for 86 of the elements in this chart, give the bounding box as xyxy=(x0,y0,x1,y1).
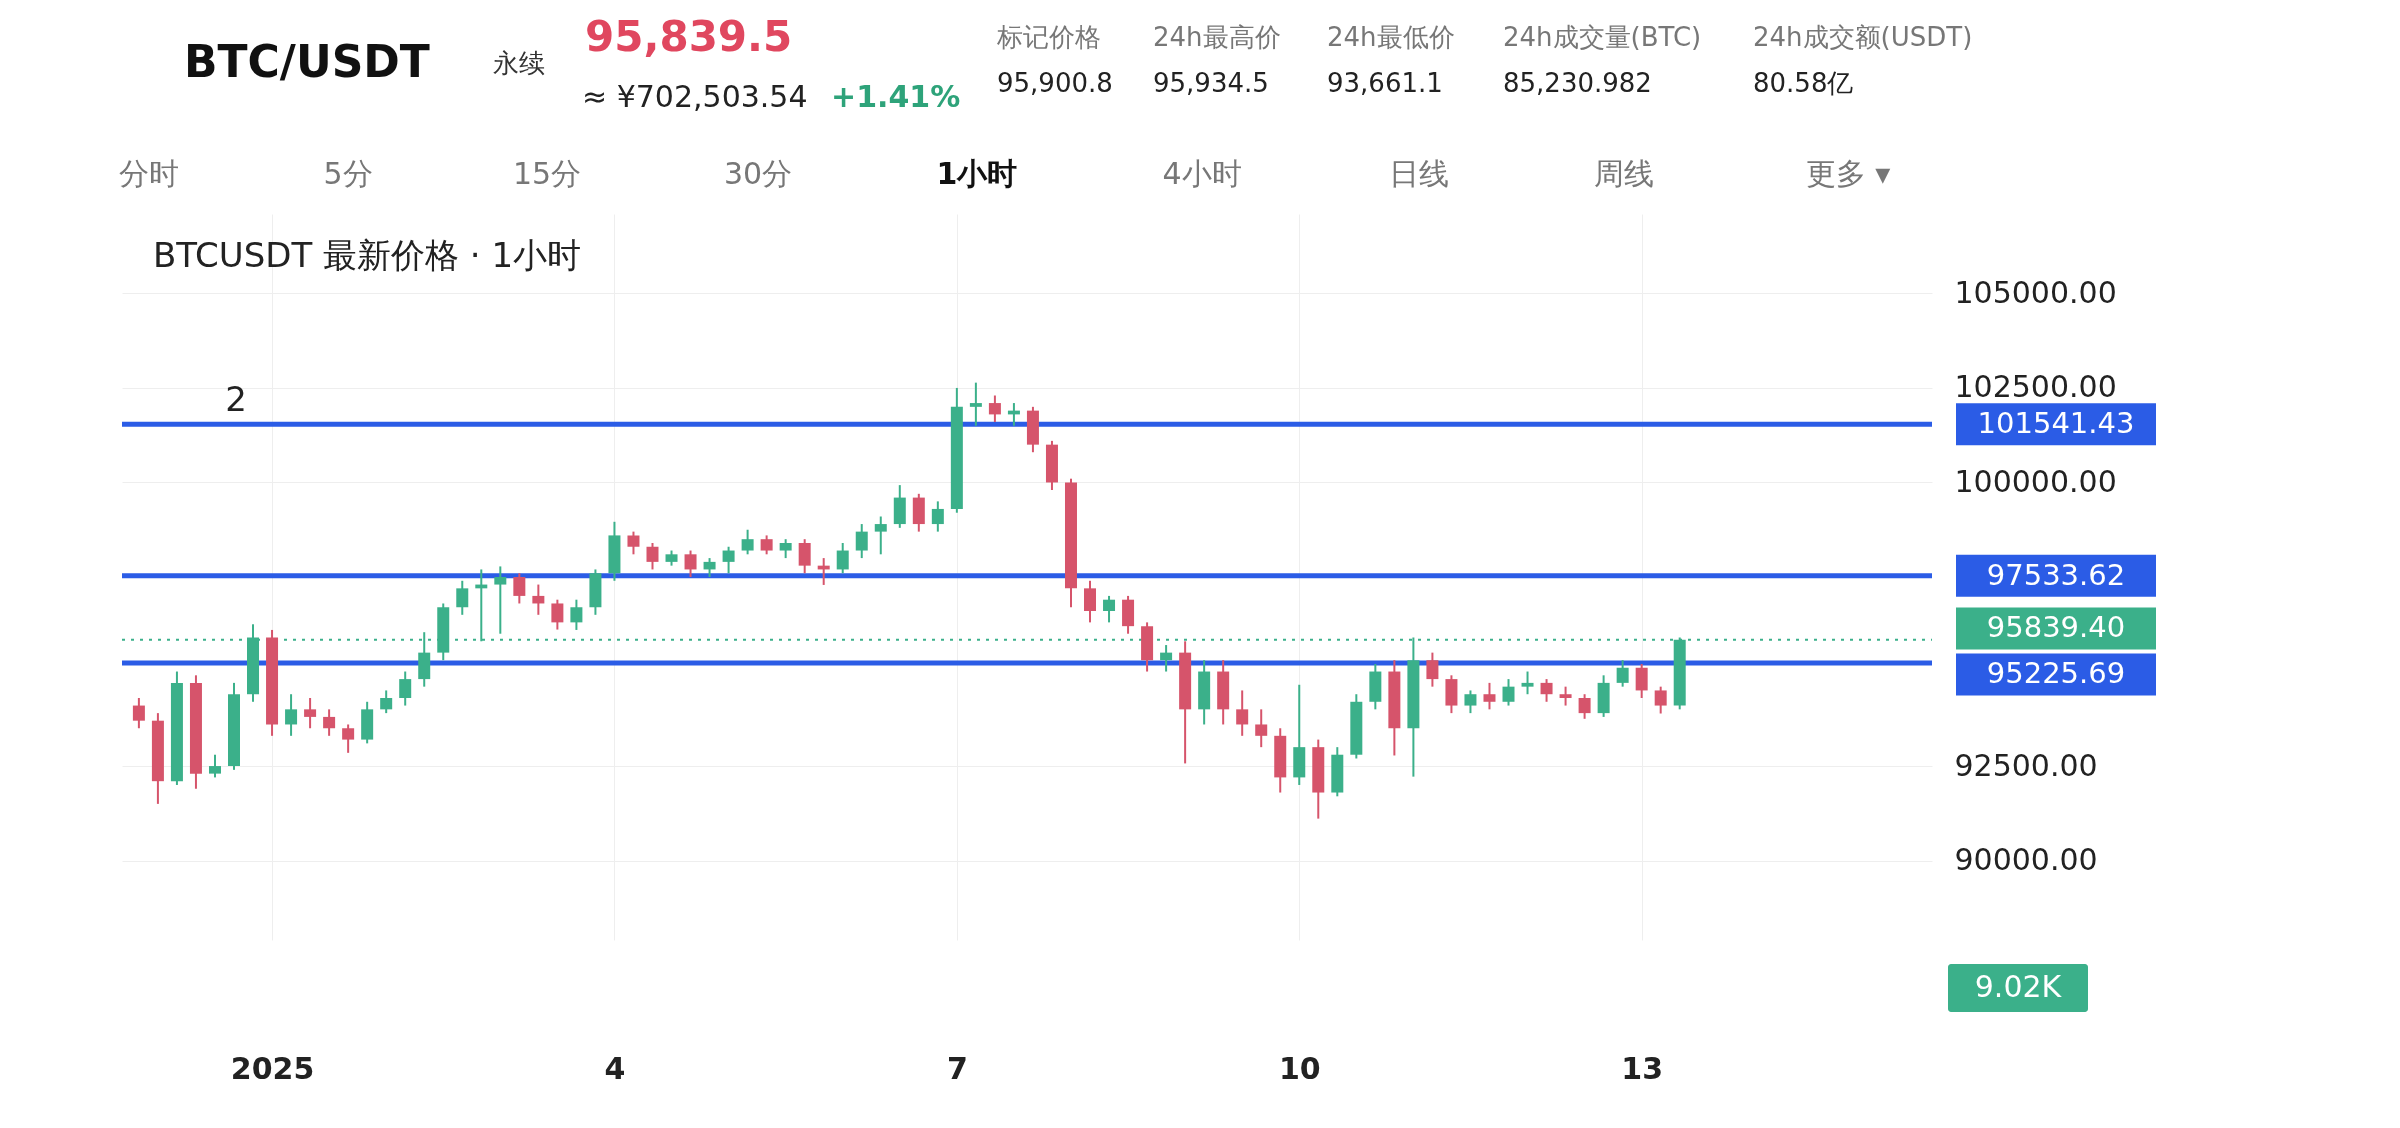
text: 93,661.1 xyxy=(1327,68,1443,98)
text: 标记价格 xyxy=(996,22,1101,52)
chart-title: BTC/USDT xyxy=(184,36,430,87)
candlestick xyxy=(646,541,659,571)
candlestick xyxy=(1616,659,1629,688)
candlestick xyxy=(285,693,298,737)
candlestick xyxy=(1160,644,1173,673)
candlestick xyxy=(1103,594,1116,624)
candlestick xyxy=(208,753,221,779)
candlestick xyxy=(1464,689,1477,715)
candlestick xyxy=(1483,681,1496,711)
text: 24h最低价 xyxy=(1327,22,1455,52)
text: 1小时 xyxy=(936,156,1018,191)
text: 永续 xyxy=(493,48,545,78)
ref-line-label: 95225.69 xyxy=(1986,656,2126,691)
candlestick xyxy=(703,557,716,578)
text: 95,900.8 xyxy=(997,68,1113,98)
x-tick-label: 2025 xyxy=(230,1050,315,1086)
text: 95,839.5 xyxy=(585,12,793,61)
annotation: 2 xyxy=(225,379,247,419)
text: 95,934.5 xyxy=(1153,68,1269,98)
candlestick xyxy=(132,697,145,730)
candlestick xyxy=(304,697,317,730)
candlestick xyxy=(931,500,944,533)
text: 分时 xyxy=(119,156,179,191)
ref-line-label: 95839.40 xyxy=(1986,610,2126,645)
candlestick xyxy=(1578,693,1591,720)
candlestick xyxy=(874,515,887,556)
candlestick xyxy=(760,534,773,556)
candlestick xyxy=(1236,689,1249,737)
candlestick xyxy=(1540,678,1553,703)
candlestick xyxy=(323,708,336,737)
ref-line-label: 97533.62 xyxy=(1986,557,2126,592)
candlestick xyxy=(1635,662,1648,699)
candlestick xyxy=(570,598,583,631)
candlestick xyxy=(855,523,868,560)
text: 4小时 xyxy=(1162,156,1242,191)
text: 15分 xyxy=(512,156,582,191)
candlestick xyxy=(380,689,393,715)
candlestick xyxy=(494,565,507,635)
text: 24h成交额(USDT) xyxy=(1753,22,1973,52)
y-tick-label: 102500.00 xyxy=(1954,369,2117,405)
text: 9.02K xyxy=(1974,969,2063,1004)
candlestick xyxy=(1521,670,1534,696)
candlestick xyxy=(988,394,1001,423)
text: 85,230.982 xyxy=(1503,68,1652,98)
candlestick xyxy=(342,723,355,754)
y-tick-label: 92500.00 xyxy=(1954,747,2098,783)
candlestick xyxy=(684,549,697,578)
text: ≈ ¥702,503.54 xyxy=(582,79,808,114)
text: 5分 xyxy=(323,156,373,191)
text: 24h成交量(BTC) xyxy=(1503,22,1702,52)
candlestick xyxy=(627,530,640,556)
candlestick xyxy=(399,670,412,707)
text: +1.41% xyxy=(831,79,961,114)
candlestick xyxy=(1255,708,1268,749)
ref-line-label: 101541.43 xyxy=(1977,406,2135,441)
candlestick xyxy=(1084,579,1097,624)
candlestick xyxy=(798,538,811,575)
text: 周线 xyxy=(1594,156,1654,191)
text: 日线 xyxy=(1389,156,1449,191)
x-tick-label: 13 xyxy=(1621,1050,1664,1086)
candlestick xyxy=(1426,651,1439,688)
candlestick xyxy=(532,583,545,616)
candlestick xyxy=(551,598,564,631)
candlestick xyxy=(1559,685,1572,707)
text: 24h最高价 xyxy=(1153,22,1281,52)
candlestick xyxy=(741,528,754,556)
text: BTCUSDT 最新价格 · 1小时 xyxy=(153,235,582,275)
x-tick-label: 7 xyxy=(946,1050,968,1086)
x-tick-label: 4 xyxy=(604,1050,626,1086)
candlestick xyxy=(1654,685,1667,715)
text: 更多 ▾ xyxy=(1805,156,1891,191)
y-tick-label: 105000.00 xyxy=(1954,274,2117,310)
candlestick xyxy=(513,572,526,605)
candlestick xyxy=(456,579,469,616)
x-tick-label: 10 xyxy=(1278,1050,1321,1086)
candlestick xyxy=(722,545,735,575)
candlestick xyxy=(779,538,792,560)
candlestick xyxy=(1502,678,1515,707)
text: 30分 xyxy=(723,156,793,191)
candlestick xyxy=(969,381,982,427)
candlestick xyxy=(836,541,849,575)
text: 80.58亿 xyxy=(1753,68,1854,98)
y-tick-label: 90000.00 xyxy=(1954,842,2098,878)
y-tick-label: 100000.00 xyxy=(1954,463,2117,499)
